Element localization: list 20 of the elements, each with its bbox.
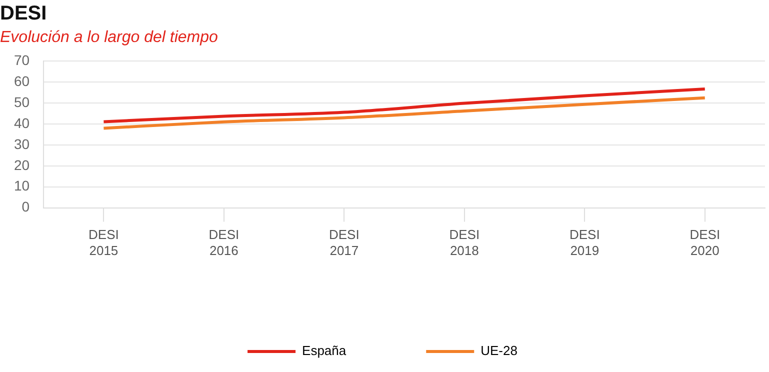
y-tick-label: 10 [14, 178, 30, 194]
y-tick-label: 70 [14, 52, 30, 68]
y-tick-label: 20 [14, 156, 30, 173]
x-tick-label: DESI 2015 [88, 227, 119, 258]
line-series [102, 96, 706, 130]
x-tick-label: DESI 2017 [328, 227, 360, 258]
line-series [102, 88, 706, 124]
legend-label: España [302, 343, 347, 358]
y-tick-label: 0 [22, 198, 30, 215]
y-tick-label: 30 [14, 136, 30, 152]
x-tick-label: DESI 2016 [208, 227, 240, 258]
chart-subtitle: Evolución a lo largo del tiempo [0, 29, 218, 46]
x-tick-label: DESI 2019 [569, 227, 600, 258]
chart-title: DESI [0, 2, 47, 25]
y-tick-label: 40 [14, 114, 30, 131]
x-tick-label: DESI 2020 [690, 227, 720, 258]
x-tick-label: DESI 2018 [449, 227, 480, 258]
y-tick-label: 60 [14, 73, 30, 89]
legend-label: UE-28 [480, 343, 518, 358]
y-tick-label: 50 [14, 94, 30, 110]
